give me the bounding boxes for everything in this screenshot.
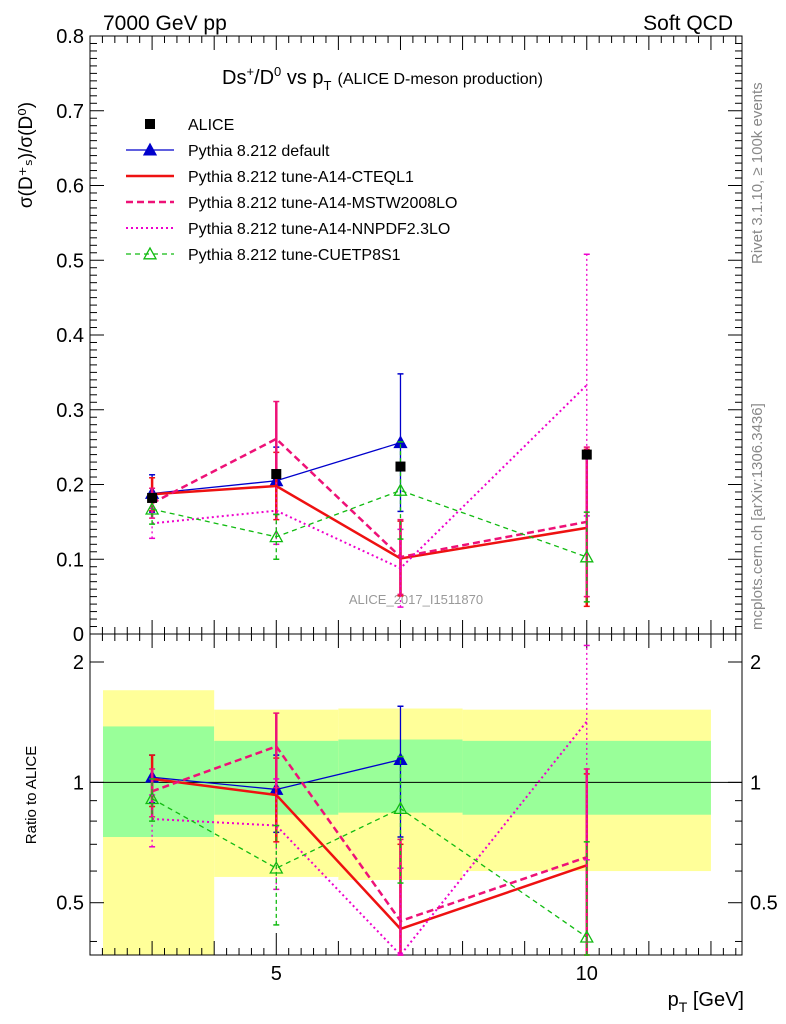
data-point-marker [271, 469, 282, 480]
title-part-a: Ds [222, 67, 246, 89]
y-tick-label: 0 [73, 624, 84, 646]
legend-label: Pythia 8.212 tune-A14-MSTW2008LO [188, 195, 457, 212]
series-line [151, 437, 587, 559]
legend-label: Pythia 8.212 tune-A14-CTEQL1 [188, 169, 414, 186]
series-line [152, 484, 587, 560]
ratio-y-tick-label: 1 [73, 772, 84, 794]
x-axis-label: pT [GeV] [668, 989, 744, 1015]
legend-marker-data [145, 119, 155, 129]
series-marker [393, 801, 408, 814]
series-marker [144, 791, 160, 805]
legend-marker [142, 142, 158, 156]
series-marker [144, 501, 160, 515]
legend-label: Pythia 8.212 tune-CUETP8S1 [188, 247, 401, 264]
y-tick-label: 0.1 [56, 549, 84, 571]
watermark: ALICE_2017_I1511870 [349, 592, 483, 607]
ratio-y-tick-label: 2 [73, 652, 84, 674]
y-tick-label: 0.7 [56, 101, 84, 123]
data-point-marker [581, 449, 592, 460]
series-marker [269, 860, 284, 874]
header-left: 7000 GeV pp [103, 12, 227, 35]
title-part-b: /D [254, 67, 274, 89]
ratio-y-tick-label-right: 1 [750, 772, 761, 794]
series-line [151, 489, 587, 558]
y-tick-label: 0.6 [56, 176, 84, 198]
title-part-c: vs p [281, 67, 323, 89]
rivet-label: Rivet 3.1.10, ≥ 100k events [749, 82, 766, 264]
x-tick-label: 10 [576, 963, 598, 985]
legend-label: Pythia 8.212 default [188, 143, 330, 160]
y-axis-label: σ(D⁺ₛ)/σ(D⁰) [16, 102, 37, 208]
y-tick-label: 0.2 [56, 475, 84, 497]
title-sup-b: 0 [274, 64, 281, 79]
ratio-y-tick-label-right: 0.5 [750, 893, 778, 915]
series-line [151, 798, 588, 938]
ratio-y-axis-label: Ratio to ALICE [23, 746, 40, 844]
ratio-plot-area [89, 633, 743, 957]
main-plot-area [89, 35, 743, 635]
data-point-marker [395, 461, 406, 472]
x-tick-label: 5 [271, 963, 282, 985]
title-sub: T [324, 78, 332, 93]
legend: ALICE Pythia 8.212 default Pythia 8.212 tu… [126, 117, 457, 264]
series-marker [579, 549, 594, 563]
series-marker [393, 752, 408, 766]
data-point-marker [147, 492, 158, 503]
series-marker [269, 529, 284, 543]
legend-label: ALICE [188, 117, 234, 134]
plot-title: Ds+/D0 vs pT (ALICE D-meson production) [222, 64, 543, 93]
y-tick-label: 0.3 [56, 400, 84, 422]
mcplots-label: mcplots.cern.ch [arXiv:1306.3436] [749, 403, 766, 630]
ratio-frame [89, 633, 743, 956]
title-paren: (ALICE D-meson production) [337, 71, 542, 88]
series-line [151, 744, 588, 923]
y-tick-label: 0.8 [56, 26, 84, 48]
ratio-y-tick-label-right: 2 [750, 652, 761, 674]
title-sup-a: + [246, 64, 254, 79]
series-marker [579, 929, 594, 943]
legend-marker [142, 246, 158, 260]
header-right: Soft QCD [643, 12, 733, 35]
tick-labels: 0 0.1 0.2 0.3 0.4 0.5 0.6 0.7 0.8 5 10 0.5 0.5 1 1 2 2 [56, 26, 778, 985]
y-tick-label: 0.5 [56, 250, 84, 272]
series-marker [393, 483, 408, 496]
legend-label: Pythia 8.212 tune-A14-NNPDF2.3LO [188, 221, 450, 238]
series-line [151, 777, 588, 931]
y-tick-label: 0.4 [56, 325, 84, 347]
ratio-y-tick-label: 0.5 [56, 893, 84, 915]
